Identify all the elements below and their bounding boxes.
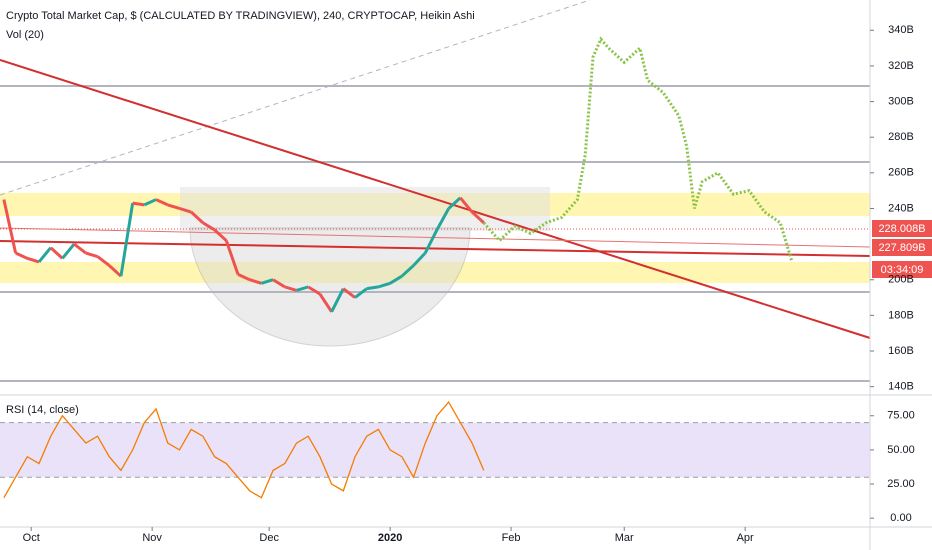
x-tick-label: Apr: [737, 532, 754, 544]
price-segment: [108, 264, 122, 278]
price-segment: [435, 207, 450, 231]
y-tick-label: 180B: [888, 309, 914, 321]
x-tick-label: Nov: [142, 532, 162, 544]
price-segment: [471, 210, 485, 224]
rsi-band: [0, 422, 870, 478]
y-tick-label: 300B: [888, 95, 914, 107]
y-tick-label: 240B: [888, 202, 914, 214]
price-segment: [213, 228, 228, 242]
price-segment: [318, 293, 333, 313]
price-segment: [143, 198, 157, 207]
price-segment: [237, 273, 251, 282]
x-tick-label: Dec: [259, 532, 279, 544]
price-segment: [37, 246, 52, 263]
projection-line: [482, 36, 794, 263]
y-tick-label: 75.00: [887, 410, 915, 422]
price-tag-label: 228.008B: [878, 223, 925, 235]
price-segment: [330, 287, 345, 313]
countdown-tag: [872, 261, 932, 278]
price-segment: [389, 274, 403, 285]
price-tag: [872, 220, 932, 237]
price-segment: [119, 202, 135, 277]
y-tick-label: 25.00: [887, 478, 915, 490]
price-segment: [459, 196, 474, 213]
price-segment: [202, 221, 216, 232]
y-tick-label: 280B: [888, 131, 914, 143]
zone: [180, 187, 550, 231]
price-segment: [307, 285, 321, 296]
rsi-line: [3, 400, 485, 499]
price-segment: [423, 229, 439, 254]
price-segment: [377, 281, 391, 289]
trend-line: [0, 227, 871, 248]
price-segment: [14, 251, 28, 260]
price-segment: [272, 278, 286, 289]
y-tick-label: 200B: [888, 274, 914, 286]
price-segment: [155, 198, 169, 207]
chart-title: Crypto Total Market Cap, $ (CALCULATED B…: [6, 10, 475, 22]
y-tick-label: 260B: [888, 167, 914, 179]
price-segment: [260, 278, 274, 285]
price-segment: [73, 242, 87, 255]
trend-line: [0, 59, 871, 339]
x-tick-label: Feb: [502, 532, 521, 544]
price-segment: [354, 287, 368, 299]
y-tick-label: 320B: [888, 60, 914, 72]
countdown-label: 03:34:09: [881, 264, 924, 276]
chart-subtitle: Vol (20): [6, 29, 44, 41]
rsi-title: RSI (14, close): [6, 404, 79, 416]
price-segment: [2, 199, 18, 254]
x-tick-label: 2020: [378, 532, 402, 544]
trend-line: [0, 0, 591, 196]
price-segment: [26, 256, 40, 264]
price-segment: [85, 251, 98, 259]
trend-line: [0, 240, 871, 257]
price-segment: [167, 203, 180, 210]
price-tag: [872, 239, 932, 256]
price-segment: [366, 285, 379, 291]
y-tick-label: 50.00: [887, 444, 915, 456]
price-segment: [249, 278, 262, 285]
price-segment: [296, 285, 309, 292]
y-tick-label: 0.00: [890, 512, 911, 524]
price-tag-label: 227.809B: [878, 242, 925, 254]
price-segment: [447, 196, 462, 210]
price-segment: [190, 210, 204, 224]
x-tick-label: Oct: [23, 532, 40, 544]
cup-shape: [189, 227, 471, 347]
price-segment: [412, 251, 427, 267]
price-segment: [224, 240, 240, 275]
price-segment: [342, 287, 356, 299]
y-tick-label: 340B: [888, 24, 914, 36]
y-tick-label: 140B: [888, 381, 914, 393]
price-segment: [61, 243, 76, 260]
price-segment: [179, 207, 192, 214]
price-segment: [284, 285, 297, 292]
zone: [0, 262, 870, 283]
x-tick-label: Mar: [615, 532, 634, 544]
price-segment: [132, 201, 145, 207]
y-tick-label: 160B: [888, 345, 914, 357]
price-segment: [49, 246, 64, 260]
price-segment: [400, 264, 415, 278]
price-segment: [96, 255, 111, 267]
